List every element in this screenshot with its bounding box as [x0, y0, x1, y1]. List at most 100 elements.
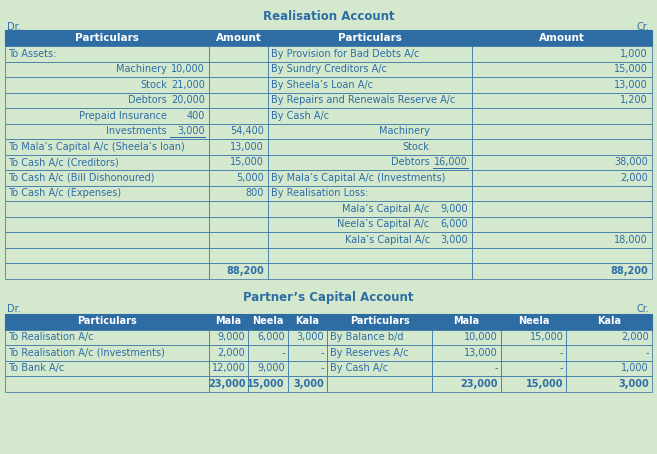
Text: Particulars: Particulars — [350, 316, 409, 326]
Bar — [209, 46, 268, 61]
Bar — [5, 170, 209, 186]
Bar — [472, 217, 652, 232]
Bar — [5, 247, 209, 263]
Text: 6,000: 6,000 — [440, 219, 468, 229]
Bar — [5, 345, 209, 360]
Bar — [5, 108, 209, 123]
Text: 9,000: 9,000 — [257, 363, 284, 373]
Text: Amount: Amount — [215, 33, 261, 43]
Bar — [268, 232, 472, 247]
Text: 400: 400 — [187, 111, 205, 121]
Text: By Repairs and Renewals Reserve A/c: By Repairs and Renewals Reserve A/c — [271, 95, 455, 105]
Bar — [327, 360, 432, 376]
Text: Debtors: Debtors — [128, 95, 167, 105]
Bar — [209, 330, 248, 345]
Bar — [209, 314, 248, 330]
Bar — [248, 376, 288, 391]
Bar — [209, 345, 248, 360]
Text: Machinery: Machinery — [379, 126, 430, 136]
Text: By Provision for Bad Debts A/c: By Provision for Bad Debts A/c — [271, 49, 419, 59]
Text: To Mala’s Capital A/c (Sheela’s loan): To Mala’s Capital A/c (Sheela’s loan) — [9, 142, 185, 152]
Text: 15,000: 15,000 — [530, 332, 563, 342]
Text: Cr.: Cr. — [637, 22, 650, 32]
Bar — [566, 360, 652, 376]
Bar — [248, 345, 288, 360]
Bar — [5, 139, 209, 154]
Text: 1,000: 1,000 — [621, 363, 648, 373]
Bar — [209, 376, 248, 391]
Bar — [209, 186, 268, 201]
Text: Stock: Stock — [140, 80, 167, 90]
Bar — [268, 123, 472, 139]
Bar — [472, 93, 652, 108]
Bar — [432, 360, 501, 376]
Bar — [209, 201, 268, 217]
Bar — [472, 232, 652, 247]
Bar — [5, 93, 209, 108]
Bar — [5, 61, 209, 77]
Text: Particulars: Particulars — [338, 33, 402, 43]
Bar — [268, 61, 472, 77]
Text: 15,000: 15,000 — [526, 379, 563, 389]
Bar — [501, 360, 566, 376]
Text: Stock: Stock — [403, 142, 430, 152]
Bar — [5, 217, 209, 232]
Text: -: - — [281, 348, 284, 358]
Text: To Realisation A/c: To Realisation A/c — [9, 332, 94, 342]
Bar — [288, 345, 327, 360]
Bar — [472, 46, 652, 61]
Text: To Cash A/c (Bill Dishonoured): To Cash A/c (Bill Dishonoured) — [9, 173, 155, 183]
Text: 18,000: 18,000 — [614, 235, 648, 245]
Bar — [209, 247, 268, 263]
Bar — [432, 330, 501, 345]
Text: By Mala’s Capital A/c (Investments): By Mala’s Capital A/c (Investments) — [271, 173, 445, 183]
Bar — [566, 330, 652, 345]
Bar — [268, 186, 472, 201]
Bar — [566, 314, 652, 330]
Bar — [472, 186, 652, 201]
Bar — [288, 314, 327, 330]
Bar — [5, 360, 209, 376]
Text: 1,200: 1,200 — [620, 95, 648, 105]
Text: Dr.: Dr. — [7, 22, 21, 32]
Text: 38,000: 38,000 — [614, 157, 648, 167]
Text: 10,000: 10,000 — [171, 64, 205, 74]
Text: 5,000: 5,000 — [237, 173, 264, 183]
Bar — [5, 330, 209, 345]
Text: By Cash A/c: By Cash A/c — [330, 363, 388, 373]
Bar — [472, 201, 652, 217]
Text: 23,000: 23,000 — [460, 379, 497, 389]
Bar — [327, 345, 432, 360]
Bar — [5, 201, 209, 217]
Text: Neela’s Capital A/c: Neela’s Capital A/c — [338, 219, 430, 229]
Bar — [472, 123, 652, 139]
Text: -: - — [560, 348, 563, 358]
Text: To Assets:: To Assets: — [9, 49, 57, 59]
Bar — [268, 93, 472, 108]
Bar — [209, 30, 268, 46]
Bar — [472, 263, 652, 278]
Text: Kala: Kala — [296, 316, 319, 326]
Bar — [5, 186, 209, 201]
Text: 3,000: 3,000 — [294, 379, 324, 389]
Bar — [268, 108, 472, 123]
Text: Investments: Investments — [106, 126, 167, 136]
Text: By Sheela’s Loan A/c: By Sheela’s Loan A/c — [271, 80, 373, 90]
Bar — [268, 77, 472, 93]
Text: To Cash A/c (Creditors): To Cash A/c (Creditors) — [9, 157, 119, 167]
Text: 800: 800 — [246, 188, 264, 198]
Text: 9,000: 9,000 — [440, 204, 468, 214]
Bar — [209, 77, 268, 93]
Text: -: - — [645, 348, 648, 358]
Text: By Cash A/c: By Cash A/c — [271, 111, 329, 121]
Text: Mala: Mala — [453, 316, 480, 326]
Bar — [472, 139, 652, 154]
Bar — [288, 330, 327, 345]
Text: Amount: Amount — [539, 33, 585, 43]
Text: 23,000: 23,000 — [208, 379, 245, 389]
Bar — [209, 360, 248, 376]
Bar — [472, 77, 652, 93]
Text: Partner’s Capital Account: Partner’s Capital Account — [243, 291, 414, 304]
Bar — [268, 201, 472, 217]
Text: Dr.: Dr. — [7, 304, 21, 314]
